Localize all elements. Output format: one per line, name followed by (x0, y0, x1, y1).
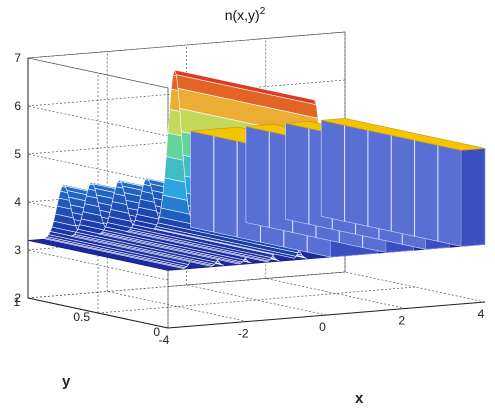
y-axis-line (27, 297, 169, 329)
z-tick-label: 4 (14, 195, 21, 209)
z-tick-label: 2 (14, 291, 21, 305)
x-tick-label: -4 (159, 333, 170, 347)
y-axis-label: y (62, 373, 71, 390)
z-tick-label: 6 (14, 99, 21, 113)
chart-title: n(x,y)2 (225, 6, 266, 23)
x-tick-label: 2 (398, 314, 405, 328)
surface-layer (27, 69, 486, 271)
z-gridline-back (27, 79, 346, 107)
x-axis-label: x (355, 390, 364, 407)
plateau-4-top (321, 118, 486, 151)
x-tick-label: -2 (238, 327, 249, 341)
x-tick-label: 0 (319, 320, 326, 334)
y-gridline-floor (97, 286, 416, 314)
z-tick-label: 7 (14, 51, 21, 65)
axis-layer: 2 3 4 5 6 7 -4 -2 0 2 4 0 0.5 1 (13, 51, 486, 347)
x-gridline-floor (265, 278, 406, 309)
y-tick-label: 1 (13, 295, 20, 309)
plateau-4-front-wall (460, 148, 486, 247)
y-tick-label: 0 (153, 325, 160, 339)
x-axis-line (167, 301, 486, 329)
y-gridline-floor (27, 271, 346, 299)
z-tick-label: 5 (14, 147, 21, 161)
y-tick-label: 0.5 (73, 310, 90, 324)
z-tick-label: 3 (14, 243, 21, 257)
x-gridline-floor (186, 284, 327, 316)
z-gridline-back (27, 31, 346, 59)
x-tick-label: 4 (478, 307, 485, 321)
